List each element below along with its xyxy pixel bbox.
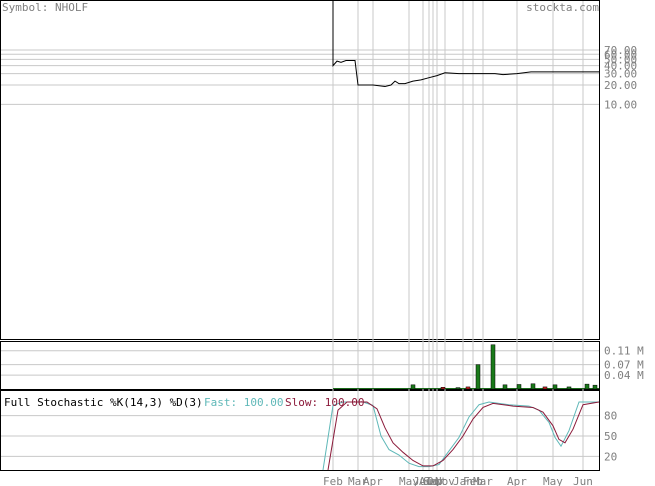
- volume-bar: [490, 344, 496, 390]
- volume-bar: [502, 384, 508, 390]
- x-tick-label: Jun: [573, 475, 593, 486]
- price-tick-label: 10.00: [604, 98, 637, 111]
- x-tick-label: Feb: [463, 475, 483, 486]
- x-tick-label: Jul: [413, 475, 433, 486]
- volume-bar: [410, 384, 416, 390]
- x-tick-label: May: [543, 475, 563, 486]
- price-tick-label: 60.00: [604, 48, 637, 61]
- price-line: [332, 1, 599, 87]
- x-tick-label: Apr: [507, 475, 527, 486]
- x-tick-label: Apr: [363, 475, 383, 486]
- site-name: stockta.com: [526, 1, 599, 14]
- x-tick-label: Nov: [435, 475, 455, 486]
- volume-bar: [455, 387, 461, 390]
- x-tick-label: Jan: [453, 475, 473, 486]
- volume-bar: [584, 383, 590, 390]
- volume-bar: [592, 384, 598, 390]
- x-tick-label: Oct: [427, 475, 447, 486]
- stochastic-tick-label: 80: [604, 410, 617, 423]
- volume-bar: [542, 386, 548, 390]
- volume-bar: [530, 383, 536, 390]
- price-panel: [0, 0, 600, 340]
- stochastic-tick-label: 50: [604, 430, 617, 443]
- x-tick-label: May: [399, 475, 419, 486]
- stochastic-slow-line: [327, 401, 600, 471]
- volume-bar: [516, 384, 522, 390]
- volume-tick-label: 0.11 M: [604, 345, 644, 358]
- price-tick-label: 40.00: [604, 60, 637, 73]
- stochastic-slow-label: Slow: 100.00: [285, 396, 364, 409]
- price-tick-label: 70.00: [604, 44, 637, 57]
- volume-bar: [440, 387, 446, 390]
- stochastic-fast-line: [322, 401, 599, 471]
- volume-bar: [465, 386, 471, 390]
- volume-tick-label: 0.04 M: [604, 369, 644, 382]
- volume-tick-label: 0.07 M: [604, 359, 644, 372]
- price-tick-label: 20.00: [604, 79, 637, 92]
- x-tick-label: Sep: [423, 475, 443, 486]
- x-tick-label: Mar: [348, 475, 368, 486]
- volume-bar: [552, 384, 558, 390]
- stochastic-panel: [0, 390, 600, 471]
- x-tick-label: Aug: [419, 475, 439, 486]
- volume-bar: [475, 364, 481, 390]
- price-tick-label: 30.00: [604, 68, 637, 81]
- x-tick-label: Feb: [323, 475, 343, 486]
- symbol-label: Symbol: NHOLF: [2, 1, 89, 14]
- volume-panel: [0, 341, 600, 390]
- stochastic-fast-label: Fast: 100.00: [204, 396, 283, 409]
- stochastic-tick-label: 20: [604, 450, 617, 463]
- x-tick-label: Mar: [473, 475, 493, 486]
- price-tick-label: 50.00: [604, 53, 637, 66]
- volume-bar: [566, 386, 572, 390]
- stochastic-title: Full Stochastic %K(14,3) %D(3): [4, 396, 203, 409]
